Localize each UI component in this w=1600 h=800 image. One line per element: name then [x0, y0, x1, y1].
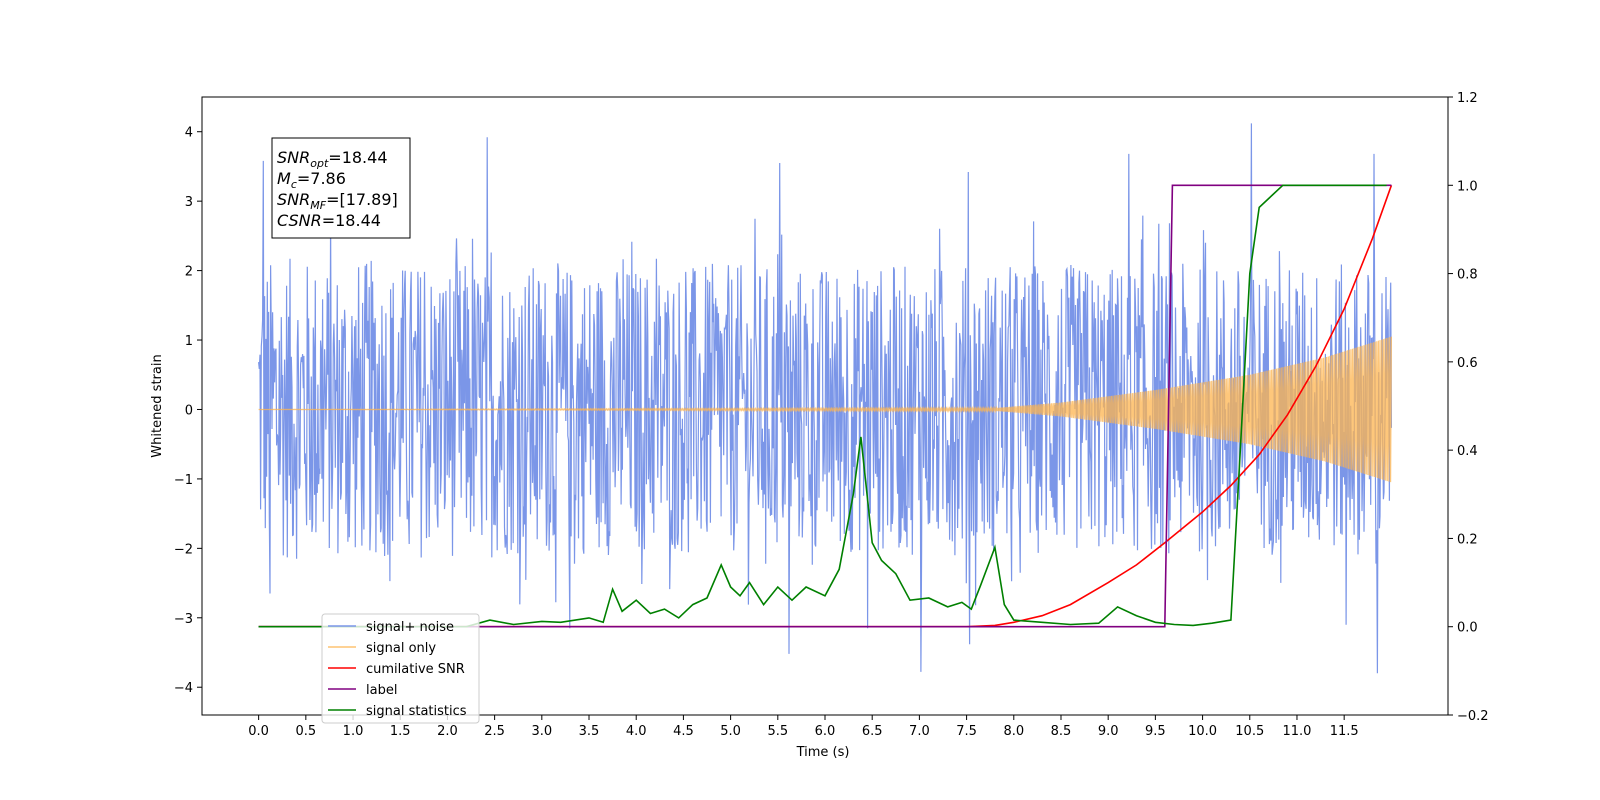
- legend-label: label: [366, 683, 397, 698]
- y-tick-label: −4: [174, 681, 193, 696]
- y-tick-label: 1: [185, 334, 193, 349]
- legend: signal+ noise signal only cumilative SNR la…: [321, 613, 480, 724]
- x-tick-label: 8.5: [1051, 724, 1072, 739]
- annotation-box: SNRopt=18.44Mc=7.86SNRMF=[17.89]CSNR=18.…: [271, 137, 411, 239]
- annotation-line: Mc=7.86: [277, 169, 346, 191]
- x-tick-label: 5.5: [767, 724, 788, 739]
- x-tick-label: 9.0: [1098, 724, 1119, 739]
- annotation-line: CSNR=18.44: [277, 211, 381, 230]
- legend-label: signal+ noise: [366, 620, 454, 635]
- x-axis: 0.0 0.5 1.0 1.5 2.0 2.5 3.0 3.5 4.0 4.5 5.0 5.5 6.0 6…: [248, 715, 1359, 739]
- x-tick-label: 1.5: [390, 724, 411, 739]
- x-tick-label: 11.5: [1330, 724, 1359, 739]
- y-tick-label: −2: [174, 542, 193, 557]
- y-tick-label: 4: [185, 126, 193, 141]
- y-right-tick-label: 1.2: [1457, 91, 1478, 106]
- y-right-tick-label: −0.2: [1457, 709, 1489, 724]
- x-tick-label: 10.0: [1188, 724, 1217, 739]
- x-tick-label: 2.5: [484, 724, 505, 739]
- y-right-tick-label: 0.6: [1457, 356, 1478, 371]
- x-tick-label: 8.0: [1003, 724, 1024, 739]
- x-tick-label: 11.0: [1282, 724, 1311, 739]
- series-cumilative-snr: [258, 185, 1393, 628]
- annotation-line: SNRopt=18.44: [277, 148, 388, 170]
- y-tick-label: 0: [185, 403, 193, 418]
- x-tick-label: 6.0: [815, 724, 836, 739]
- x-tick-label: 6.5: [862, 724, 883, 739]
- x-tick-label: 4.5: [673, 724, 694, 739]
- x-tick-label: 1.0: [343, 724, 364, 739]
- x-axis-label: Time (s): [796, 745, 850, 760]
- legend-label: signal only: [366, 641, 436, 656]
- y-right-tick-label: 0.4: [1457, 444, 1478, 459]
- x-tick-label: 0.0: [248, 724, 269, 739]
- legend-label: signal statistics: [366, 704, 467, 719]
- y-right-tick-label: 0.0: [1457, 621, 1478, 636]
- series-layer: [258, 123, 1393, 674]
- y-right-tick-label: 1.0: [1457, 179, 1478, 194]
- legend-label: cumilative SNR: [366, 662, 465, 677]
- series-signal-only: [258, 336, 1392, 483]
- x-tick-label: 2.0: [437, 724, 458, 739]
- y-right-tick-label: 0.2: [1457, 532, 1478, 547]
- y-tick-label: 3: [185, 195, 193, 210]
- annotation-line: SNRMF=[17.89]: [277, 190, 398, 212]
- y-tick-label: −1: [174, 473, 193, 488]
- x-tick-label: 7.0: [909, 724, 930, 739]
- x-tick-label: 3.0: [531, 724, 552, 739]
- x-tick-label: 4.0: [626, 724, 647, 739]
- y-right-tick-label: 0.8: [1457, 268, 1478, 283]
- x-tick-label: 10.5: [1235, 724, 1264, 739]
- y-axis-right: 1.2 1.0 0.8 0.6 0.4 0.2 0.0 −0.2: [1448, 91, 1489, 724]
- x-tick-label: 7.5: [956, 724, 977, 739]
- series-signal-statistics: [258, 184, 1387, 628]
- y-tick-label: 2: [185, 265, 193, 280]
- y-tick-label: −3: [174, 612, 193, 627]
- x-tick-label: 5.0: [720, 724, 741, 739]
- y-axis-left: 4 3 2 1 0 −1 −2 −3 −4: [174, 126, 202, 696]
- x-tick-label: 9.5: [1145, 724, 1166, 739]
- x-tick-label: 0.5: [295, 724, 316, 739]
- y-axis-label: Whitened strain: [150, 354, 165, 457]
- x-tick-label: 3.5: [579, 724, 600, 739]
- series-signal-noise: [258, 123, 1392, 674]
